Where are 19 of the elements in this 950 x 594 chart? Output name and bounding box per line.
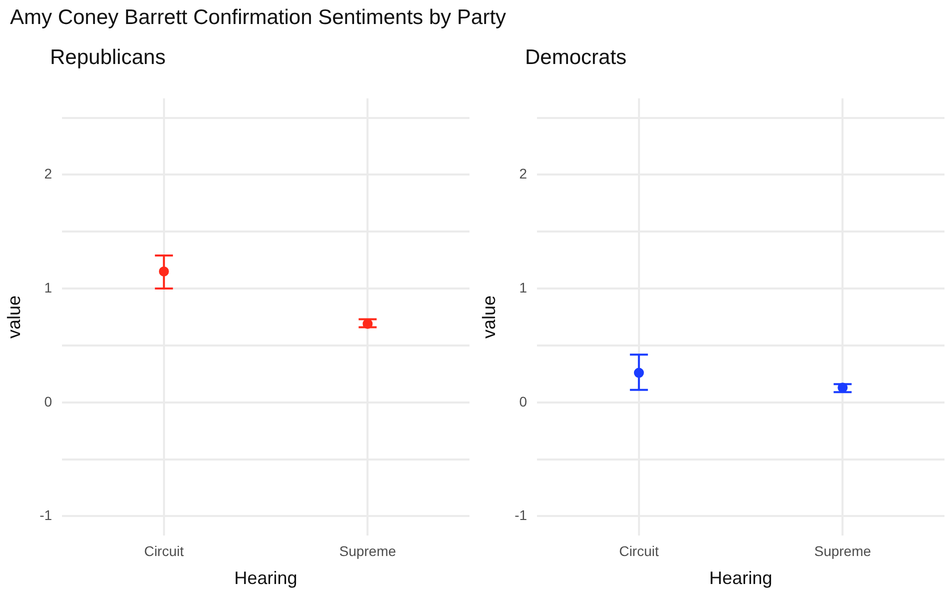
chart-subtitle: Republicans [50,46,166,70]
y-tick-label: 0 [519,393,528,410]
y-axis-title: value [4,295,24,339]
y-tick-label: -1 [40,507,52,524]
x-tick-label: Circuit [619,542,659,559]
y-tick-label: -1 [514,507,528,524]
x-tick-label: Circuit [144,542,184,559]
chart-title: Amy Coney Barrett Confirmation Sentiments by Party [10,6,506,30]
x-axis-title: Hearing [709,568,772,588]
chart-subtitle: Democrats [525,46,627,70]
y-tick-label: 2 [519,166,528,182]
y-tick-label: 1 [519,279,528,296]
y-axis-title: value [478,295,499,339]
x-axis-title: Hearing [234,568,298,588]
y-tick-label: 1 [44,279,52,296]
x-tick-label: Supreme [814,542,872,559]
x-tick-label: Supreme [339,542,396,559]
y-tick-label: 0 [44,393,52,410]
y-tick-label: 2 [44,166,52,182]
